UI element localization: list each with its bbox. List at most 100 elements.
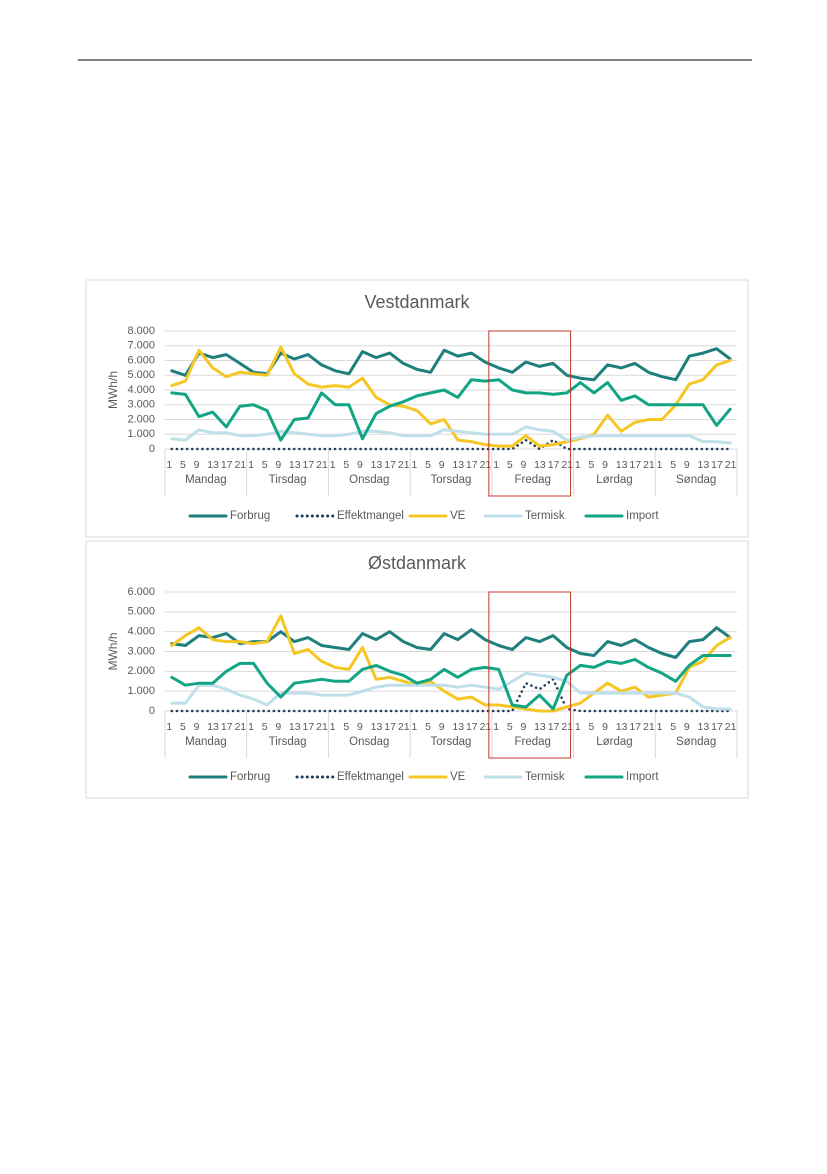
x-tick-label: 17 [384, 459, 396, 471]
x-tick-label: 21 [480, 459, 492, 471]
series-line [170, 438, 732, 451]
x-tick-label: 5 [589, 721, 595, 733]
y-tick-label: 0 [149, 705, 155, 717]
x-tick-label: 21 [561, 459, 573, 471]
x-tick-label: 5 [425, 459, 431, 471]
x-tick-label: 5 [507, 721, 513, 733]
series-line [170, 378, 732, 442]
group-label: Lørdag [596, 736, 632, 748]
chart-title: Vestdanmark [364, 292, 470, 312]
x-tick-label: 9 [275, 721, 281, 733]
x-tick-label: 17 [303, 459, 315, 471]
x-tick-label: 9 [275, 459, 281, 471]
group-label: Fredag [514, 474, 550, 486]
series-line [170, 654, 732, 711]
x-tick-label: 17 [221, 721, 233, 733]
x-tick-label: 9 [602, 459, 608, 471]
group-label: Onsdag [349, 736, 389, 748]
x-tick-label: 1 [248, 459, 254, 471]
y-axis-label: MWh/h [106, 632, 120, 670]
x-tick-label: 9 [357, 721, 363, 733]
x-tick-label: 17 [629, 721, 641, 733]
y-tick-label: 4.000 [127, 384, 155, 396]
x-tick-label: 5 [262, 459, 268, 471]
x-tick-label: 21 [725, 721, 737, 733]
x-tick-label: 1 [330, 459, 336, 471]
x-tick-label: 1 [412, 721, 418, 733]
x-tick-label: 13 [534, 721, 546, 733]
x-tick-label: 17 [548, 459, 560, 471]
x-tick-label: 17 [221, 459, 233, 471]
chart-frame [85, 540, 749, 799]
x-tick-label: 9 [439, 459, 445, 471]
legend-label: Import [626, 771, 659, 783]
x-tick-label: 9 [602, 721, 608, 733]
x-tick-label: 21 [398, 459, 410, 471]
x-tick-label: 5 [507, 459, 513, 471]
y-tick-label: 5.000 [127, 369, 155, 381]
group-label: Torsdag [431, 474, 472, 486]
chart-title: Østdanmark [368, 553, 467, 573]
x-tick-label: 9 [439, 721, 445, 733]
y-tick-label: 1.000 [127, 685, 155, 697]
x-tick-label: 9 [520, 459, 526, 471]
x-tick-label: 17 [711, 721, 723, 733]
series-line [170, 678, 732, 713]
x-tick-label: 5 [180, 459, 186, 471]
y-tick-label: 4.000 [127, 626, 155, 638]
x-tick-label: 9 [194, 459, 200, 471]
x-tick-label: 13 [698, 721, 710, 733]
x-tick-label: 13 [289, 459, 301, 471]
x-tick-label: 17 [466, 459, 478, 471]
y-tick-label: 5.000 [127, 606, 155, 618]
x-tick-label: 5 [343, 721, 349, 733]
legend-label: Effektmangel [337, 510, 404, 522]
y-axis-label: MWh/h [106, 371, 120, 409]
x-tick-label: 13 [616, 721, 628, 733]
x-tick-label: 21 [316, 721, 328, 733]
x-tick-label: 21 [725, 459, 737, 471]
x-tick-label: 9 [684, 721, 690, 733]
series-line [170, 425, 732, 445]
x-tick-label: 9 [194, 721, 200, 733]
y-tick-label: 3.000 [127, 399, 155, 411]
x-tick-label: 13 [207, 721, 219, 733]
legend-label: Effektmangel [337, 771, 404, 783]
highlight-box [488, 591, 572, 759]
legend-label: Import [626, 510, 659, 522]
y-tick-label: 2.000 [127, 665, 155, 677]
group-label: Søndag [676, 474, 716, 486]
x-tick-label: 1 [575, 459, 581, 471]
group-label: Lørdag [596, 474, 632, 486]
x-tick-label: 13 [534, 459, 546, 471]
y-tick-label: 6.000 [127, 354, 155, 366]
group-label: Søndag [676, 736, 716, 748]
x-tick-label: 9 [357, 459, 363, 471]
x-tick-label: 17 [466, 721, 478, 733]
x-tick-label: 1 [248, 721, 254, 733]
x-tick-label: 1 [493, 721, 499, 733]
x-tick-label: 13 [452, 721, 464, 733]
group-label: Tirsdag [269, 736, 307, 748]
x-tick-label: 21 [234, 459, 246, 471]
chart-frame [85, 279, 749, 538]
group-label: Onsdag [349, 474, 389, 486]
x-tick-label: 5 [180, 721, 186, 733]
x-tick-label: 1 [493, 459, 499, 471]
x-tick-label: 13 [616, 459, 628, 471]
y-tick-label: 6.000 [127, 586, 155, 598]
group-label: Torsdag [431, 736, 472, 748]
legend-label: VE [450, 771, 466, 783]
legend-label: Forbrug [230, 510, 270, 522]
x-tick-label: 1 [166, 721, 172, 733]
x-tick-label: 13 [698, 459, 710, 471]
x-tick-label: 21 [561, 721, 573, 733]
x-tick-label: 13 [371, 459, 383, 471]
y-tick-label: 0 [149, 443, 155, 455]
y-tick-label: 1.000 [127, 428, 155, 440]
x-tick-label: 1 [412, 459, 418, 471]
x-tick-label: 13 [371, 721, 383, 733]
y-tick-label: 2.000 [127, 413, 155, 425]
